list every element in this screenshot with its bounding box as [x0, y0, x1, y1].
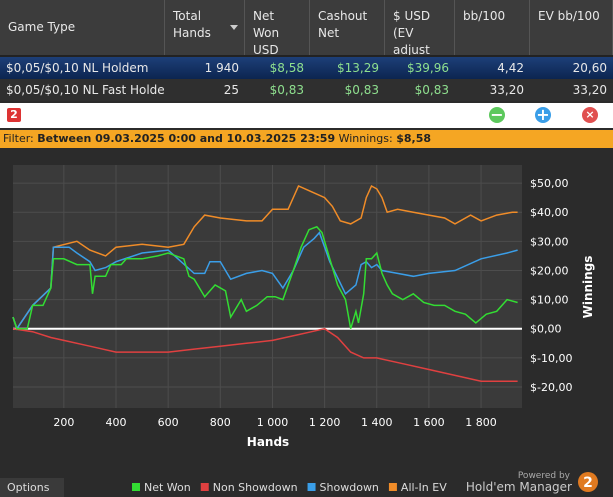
app-icon: 2 [7, 108, 21, 122]
table-cell: $13,29 [337, 61, 379, 75]
y-tick-label: $10,00 [530, 294, 569, 307]
legend-label: All-In EV [401, 481, 447, 494]
filter-label: Filter: [3, 132, 34, 145]
y-axis-title: Winnings [581, 256, 595, 319]
column-header[interactable]: Cashout Net [310, 0, 385, 55]
legend-swatch [200, 483, 209, 491]
table-cell: 25 [223, 83, 239, 97]
plot-area [13, 165, 522, 408]
winnings-label: Winnings: [338, 132, 393, 145]
table-cell: $39,96 [407, 61, 449, 75]
y-tick-label: $-20,00 [530, 381, 572, 394]
table-cell: $0,83 [344, 83, 379, 97]
legend-swatch [307, 483, 316, 491]
brand-logo-text: 2 [583, 475, 593, 491]
x-tick-label: 1 600 [413, 416, 445, 429]
legend-swatch [388, 483, 397, 491]
winnings-value: $8,58 [396, 132, 431, 145]
column-header[interactable]: Total Hands [165, 0, 245, 55]
table-cell: 33,20 [489, 83, 524, 97]
column-header[interactable]: Game Type [0, 0, 165, 55]
brand: Hold'em Manager [466, 480, 572, 494]
legend-label: Non Showdown [213, 481, 298, 494]
x-tick-label: 400 [105, 416, 126, 429]
column-header[interactable]: bb/100 [455, 0, 530, 55]
series-line [12, 184, 518, 331]
x-tick-label: 1 800 [465, 416, 497, 429]
legend-label: Showdown [320, 481, 379, 494]
x-tick-label: 800 [210, 416, 231, 429]
x-tick-label: 1 000 [257, 416, 289, 429]
x-tick-label: 200 [53, 416, 74, 429]
y-tick-label: $40,00 [530, 206, 569, 219]
column-header[interactable]: $ USD (EV adjust [385, 0, 455, 55]
series-line [12, 225, 518, 330]
legend-swatch [132, 483, 140, 491]
x-axis-title: Hands [247, 435, 289, 449]
close-button[interactable]: × [582, 107, 598, 123]
table-cell: $0,83 [414, 83, 449, 97]
series-line [12, 327, 518, 382]
powered-by: Powered by [518, 471, 571, 481]
table-cell: $0,83 [269, 83, 304, 97]
options-button[interactable]: Options [0, 478, 64, 497]
table-header: Game Type Total Hands Net Won USD Cashout N… [0, 0, 613, 57]
table-cell: 33,20 [572, 83, 607, 97]
table-cell: $0,05/$0,10 NL Holdem [6, 61, 149, 75]
series-line [12, 231, 518, 331]
table-row[interactable]: $0,05/$0,10 NL Holdem 1 940 $8,58 $13,29 $39… [0, 57, 613, 79]
table-cell: 1 940 [204, 61, 239, 75]
y-tick-label: $30,00 [530, 235, 569, 248]
y-tick-label: $20,00 [530, 264, 569, 277]
table-cell: $8,58 [269, 61, 304, 75]
table-cell: 4,42 [497, 61, 524, 75]
legend-label: Net Won [144, 481, 191, 494]
add-button[interactable]: + [535, 105, 551, 124]
y-tick-label: $50,00 [530, 177, 569, 190]
filter-bar: Filter: Between 09.03.2025 0:00 and 10.0… [0, 130, 613, 148]
column-header[interactable]: Net Won USD [245, 0, 310, 55]
x-tick-label: 1 200 [309, 416, 341, 429]
chart: Hands Winnings Powered by Hold'em Manage… [12, 165, 598, 494]
column-header[interactable]: EV bb/100 [530, 0, 613, 55]
y-tick-label: $-10,00 [530, 352, 572, 365]
y-tick-label: $0,00 [530, 323, 562, 336]
brand-logo [578, 472, 598, 492]
table-cell: $0,05/$0,10 NL Fast Holder [6, 83, 165, 97]
table-cell: 20,60 [572, 61, 607, 75]
remove-button[interactable]: − [489, 105, 505, 124]
filter-text: Between 09.03.2025 0:00 and 10.03.2025 2… [37, 132, 336, 145]
table-row[interactable]: $0,05/$0,10 NL Fast Holder 25 $0,83 $0,83 $0… [0, 79, 613, 101]
panel-toolbar: 2 − + × [0, 103, 613, 128]
options-label: Options [7, 481, 50, 494]
x-tick-label: 600 [158, 416, 179, 429]
x-tick-label: 1 400 [361, 416, 393, 429]
